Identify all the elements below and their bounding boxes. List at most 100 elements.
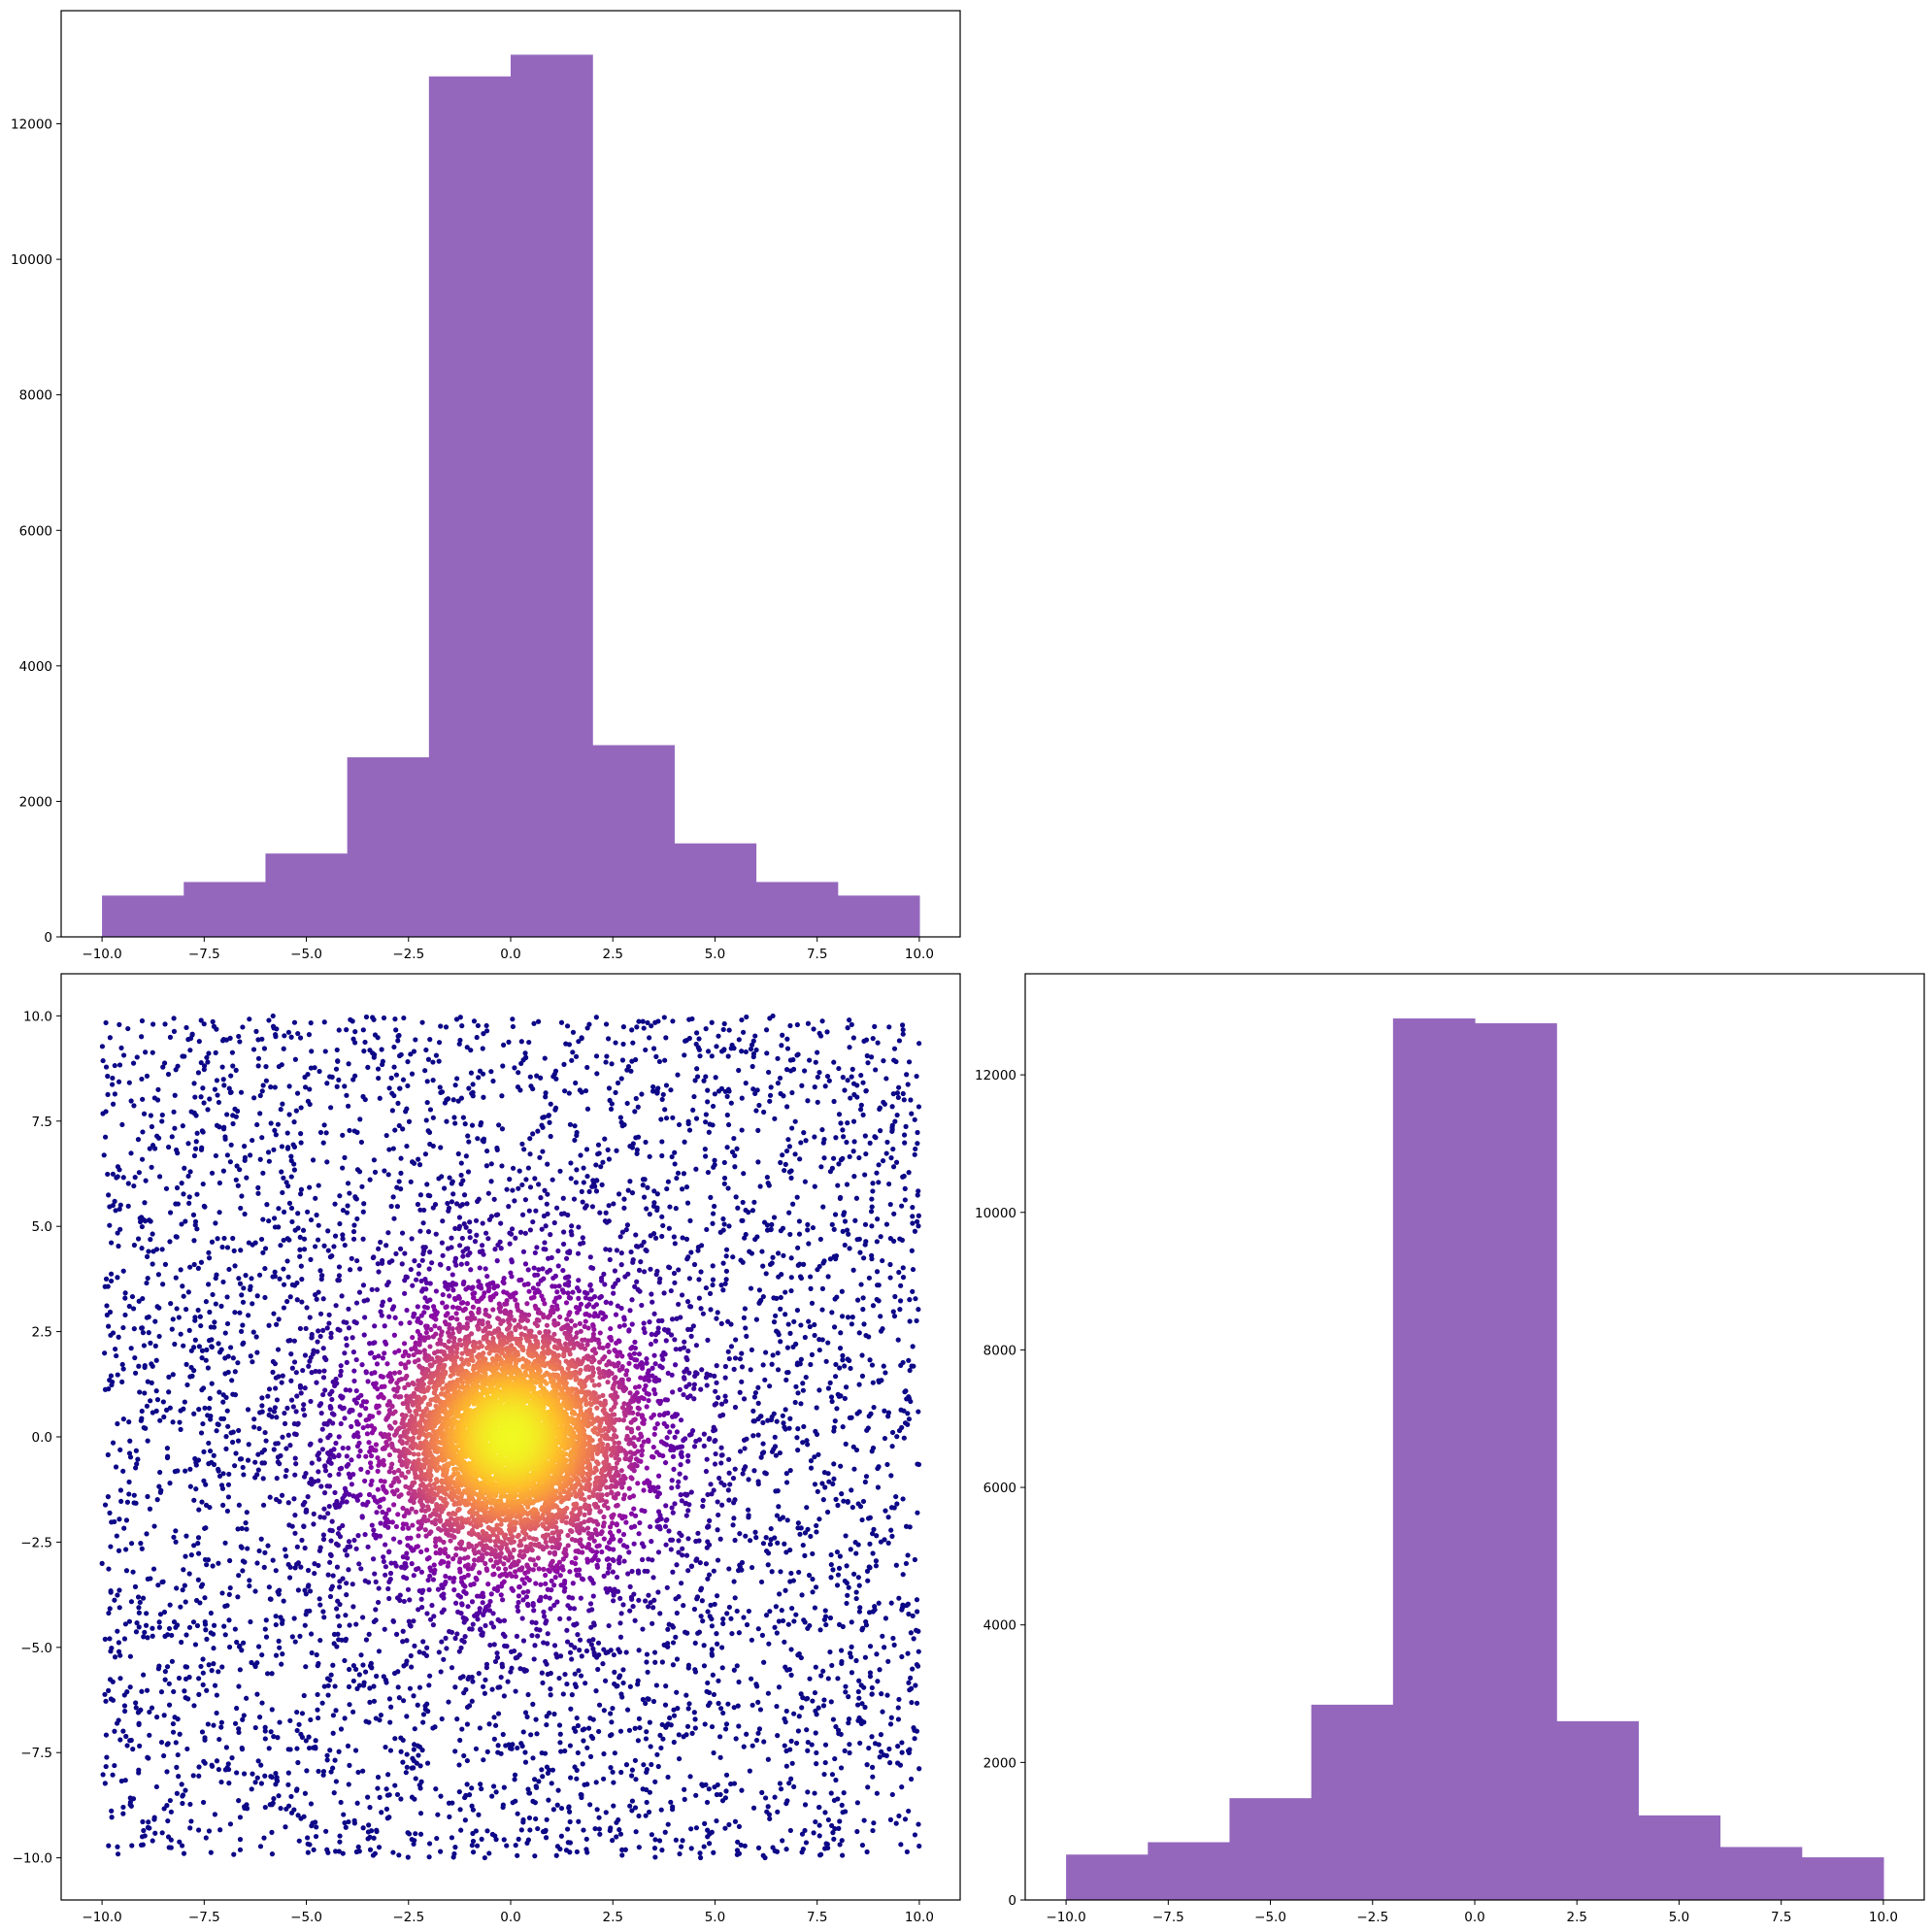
scatter-point bbox=[795, 1426, 801, 1432]
scatter-point bbox=[871, 1820, 877, 1826]
scatter-point bbox=[787, 1068, 794, 1074]
scatter-point bbox=[576, 1288, 583, 1294]
scatter-point bbox=[910, 1204, 916, 1211]
scatter-point bbox=[140, 1842, 146, 1848]
scatter-point bbox=[372, 1169, 379, 1175]
scatter-point bbox=[168, 1809, 174, 1815]
scatter-point bbox=[393, 1072, 400, 1078]
scatter-point bbox=[430, 1143, 436, 1149]
scatter-point bbox=[566, 1616, 572, 1621]
scatter-point bbox=[704, 1226, 710, 1233]
scatter-point bbox=[525, 1267, 531, 1273]
scatter-point bbox=[897, 1307, 903, 1313]
scatter-point bbox=[181, 1850, 187, 1856]
scatter-point bbox=[252, 1780, 258, 1785]
scatter-point bbox=[614, 1148, 619, 1153]
scatter-point bbox=[169, 1658, 176, 1664]
scatter-point bbox=[341, 1812, 347, 1817]
scatter-point bbox=[214, 1078, 220, 1083]
scatter-point bbox=[201, 1063, 208, 1069]
scatter-point bbox=[624, 1707, 631, 1713]
scatter-point bbox=[838, 1765, 845, 1771]
scatter-point bbox=[869, 1684, 875, 1691]
scatter-point bbox=[344, 1092, 350, 1098]
scatter-point bbox=[854, 1237, 860, 1243]
scatter-point bbox=[235, 1526, 241, 1532]
scatter-point bbox=[529, 1619, 535, 1625]
scatter-point bbox=[683, 1475, 688, 1481]
scatter-point bbox=[654, 1090, 660, 1096]
scatter-point bbox=[204, 1054, 210, 1060]
scatter-point bbox=[288, 1153, 294, 1159]
scatter-point bbox=[332, 1757, 338, 1763]
scatter-point bbox=[716, 1033, 721, 1039]
scatter-point bbox=[633, 1777, 639, 1782]
scatter-point bbox=[284, 1146, 291, 1151]
scatter-point bbox=[912, 1736, 917, 1742]
scatter-point bbox=[453, 1600, 459, 1606]
scatter-point bbox=[423, 1047, 429, 1053]
scatter-point bbox=[237, 1167, 243, 1173]
scatter-point bbox=[139, 1246, 145, 1251]
scatter-point bbox=[543, 1594, 549, 1600]
scatter-point bbox=[900, 1027, 906, 1033]
scatter-point bbox=[367, 1699, 373, 1705]
scatter-point bbox=[268, 1084, 274, 1090]
scatter-point bbox=[252, 1724, 258, 1731]
scatter-point bbox=[783, 1067, 790, 1073]
scatter-point bbox=[340, 1132, 346, 1138]
scatter-point bbox=[632, 1805, 639, 1811]
scatter-point bbox=[199, 1499, 205, 1505]
scatter-point bbox=[883, 1150, 889, 1156]
scatter-point bbox=[441, 1185, 448, 1191]
scatter-point bbox=[445, 1200, 450, 1207]
scatter-point bbox=[869, 1196, 875, 1202]
scatter-point bbox=[469, 1122, 476, 1128]
scatter-point bbox=[181, 1191, 186, 1197]
scatter-point bbox=[835, 1676, 841, 1682]
scatter-point bbox=[162, 1677, 168, 1682]
scatter-point bbox=[289, 1523, 295, 1529]
scatter-point bbox=[274, 1397, 281, 1403]
scatter-point bbox=[654, 1191, 660, 1197]
scatter-point bbox=[816, 1069, 822, 1076]
scatter-point bbox=[200, 1181, 206, 1187]
scatter-point bbox=[499, 1093, 505, 1099]
scatter-point bbox=[193, 1139, 199, 1145]
scatter-point bbox=[721, 1159, 727, 1166]
scatter-point bbox=[208, 1849, 214, 1855]
scatter-point bbox=[110, 1440, 117, 1446]
scatter-point bbox=[430, 1115, 436, 1120]
scatter-point bbox=[243, 1273, 249, 1279]
scatter-point bbox=[658, 1116, 664, 1122]
scatter-point bbox=[333, 1779, 339, 1784]
scatter-point bbox=[273, 1621, 279, 1628]
scatter-point bbox=[668, 1287, 674, 1294]
scatter-point bbox=[430, 1205, 436, 1211]
scatter-point bbox=[136, 1610, 142, 1616]
scatter-point bbox=[650, 1620, 655, 1626]
scatter-point bbox=[408, 1652, 414, 1659]
scatter-point bbox=[828, 1551, 834, 1558]
scatter-point bbox=[716, 1088, 722, 1094]
scatter-point bbox=[576, 1278, 582, 1283]
scatter-point bbox=[634, 1279, 640, 1284]
scatter-point bbox=[525, 1786, 531, 1792]
scatter-point bbox=[840, 1352, 846, 1358]
scatter-point bbox=[639, 1091, 645, 1097]
scatter-point bbox=[417, 1831, 424, 1837]
scatter-point bbox=[734, 1146, 740, 1151]
scatter-point bbox=[102, 1691, 108, 1697]
scatter-point bbox=[672, 1337, 678, 1343]
scatter-point bbox=[317, 1515, 323, 1520]
scatter-point bbox=[337, 1584, 343, 1590]
scatter-point bbox=[532, 1853, 538, 1859]
scatter-point bbox=[479, 1836, 484, 1843]
scatter-point bbox=[816, 1822, 822, 1828]
scatter-point bbox=[218, 1719, 224, 1725]
scatter-point bbox=[386, 1792, 392, 1798]
scatter-point bbox=[661, 1642, 667, 1648]
scatter-point bbox=[765, 1690, 771, 1696]
scatter-point bbox=[490, 1078, 496, 1084]
scatter-point bbox=[408, 1179, 414, 1184]
